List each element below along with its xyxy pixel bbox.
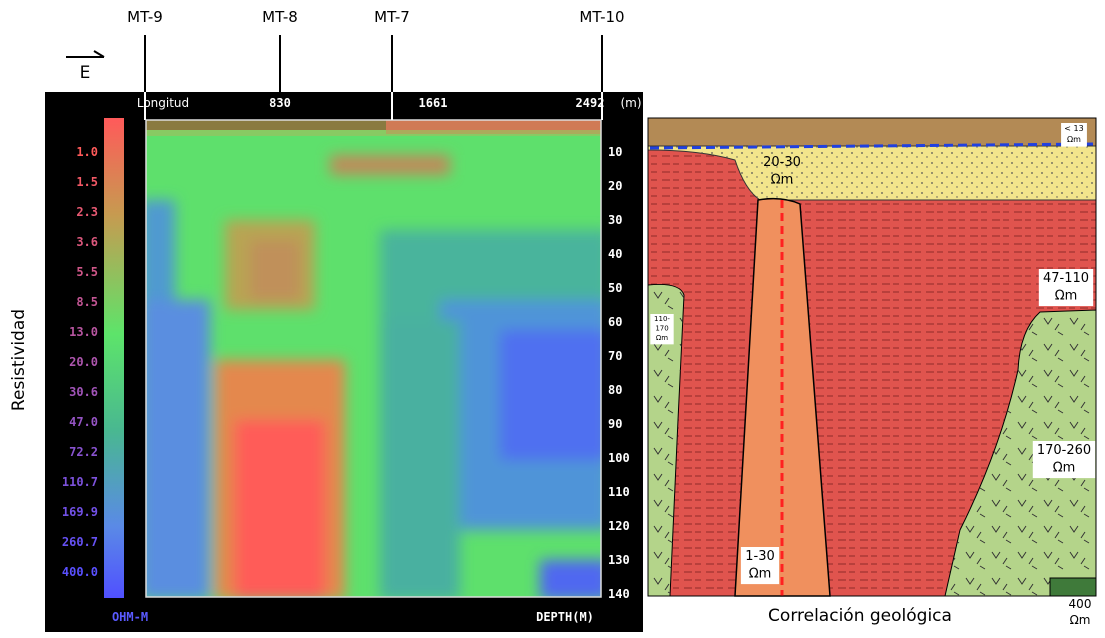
y-title: Resistividad: [9, 309, 29, 411]
colorbar: [104, 118, 124, 598]
arrow-head: [93, 50, 105, 58]
depth-label: 10: [608, 145, 622, 159]
depth-label: 140: [608, 587, 630, 601]
station-label: MT-10: [579, 8, 624, 26]
depth-label: 90: [608, 417, 622, 431]
station-label: MT-9: [127, 8, 163, 26]
depth-label: 60: [608, 315, 622, 329]
unit-label-box: [1038, 269, 1094, 307]
colorbar-label: 13.0: [69, 325, 98, 339]
unit-label-box: [1032, 441, 1096, 479]
unit-label: 110-: [654, 315, 670, 323]
geology-caption: Correlación geológica: [768, 606, 952, 626]
unit-label: 20-30: [763, 155, 801, 170]
unit-label: Ωm: [1067, 135, 1081, 144]
depth-label: 120: [608, 519, 630, 533]
colorbar-unit: OHM-M: [112, 610, 148, 624]
depth-label: 20: [608, 179, 622, 193]
direction-label: E: [80, 63, 91, 83]
x-tick-label: 830: [269, 96, 291, 110]
colorbar-label: 3.6: [76, 235, 98, 249]
depth-label: 110: [608, 485, 630, 499]
unit-label: Ωm: [749, 567, 772, 582]
depth-label: 100: [608, 451, 630, 465]
plot-frame: [145, 119, 602, 598]
x-tick-label: 2492: [576, 96, 605, 110]
colorbar-label: 72.2: [69, 445, 98, 459]
depth-label: 40: [608, 247, 622, 261]
colorbar-label: 400.0: [62, 565, 98, 579]
colorbar-label: 8.5: [76, 295, 98, 309]
unit-label: Ωm: [1070, 613, 1091, 627]
colorbar-label: 1.0: [76, 145, 98, 159]
colorbar-label: 5.5: [76, 265, 98, 279]
colorbar-label: 30.6: [69, 385, 98, 399]
unit-label: 170: [655, 324, 668, 332]
colorbar-label: 47.0: [69, 415, 98, 429]
colorbar-label: 20.0: [69, 355, 98, 369]
unit-label: < 13: [1064, 124, 1083, 133]
unit-label: 1-30: [745, 549, 775, 564]
x-axis-title: Longitud: [137, 96, 189, 110]
colorbar-label: 169.9: [62, 505, 98, 519]
geology-section: [647, 117, 1097, 597]
colorbar-label: 1.5: [76, 175, 98, 189]
x-tick-label: 1661: [419, 96, 448, 110]
depth-label: 70: [608, 349, 622, 363]
resistivity-map: [146, 120, 601, 597]
station-label: MT-7: [374, 8, 410, 26]
depth-label: 80: [608, 383, 622, 397]
unit-label: Ωm: [1055, 289, 1078, 304]
x-unit: (m): [620, 96, 641, 110]
station-label: MT-8: [262, 8, 298, 26]
colorbar-label: 110.7: [62, 475, 98, 489]
station-labels: MT-9 MT-8 MT-7 MT-10: [127, 8, 624, 26]
unit-label-box: [1061, 123, 1087, 147]
unit-label: Ωm: [1053, 461, 1076, 476]
unit-label: Ωm: [656, 334, 668, 342]
depth-label: 30: [608, 213, 622, 227]
unit-label: Ωm: [771, 173, 794, 188]
unit-label: 400: [1069, 597, 1092, 611]
unit-label: 170-260: [1037, 443, 1091, 458]
unit-label-box: [740, 547, 780, 585]
colorbar-label: 260.7: [62, 535, 98, 549]
colorbar-label: 2.3: [76, 205, 98, 219]
depth-label: 50: [608, 281, 622, 295]
depth-title: DEPTH(M): [536, 610, 594, 624]
unit-label: 47-110: [1043, 271, 1089, 286]
depth-label: 130: [608, 553, 630, 567]
unit-label-box: [650, 314, 674, 345]
